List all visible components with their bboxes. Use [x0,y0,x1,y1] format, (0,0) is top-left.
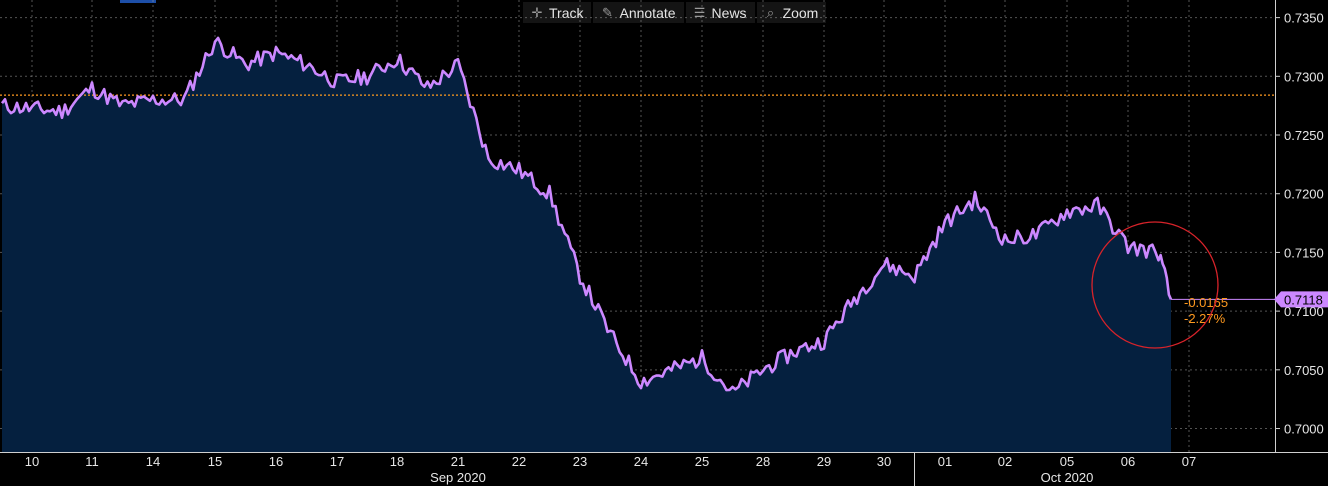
x-tick-label: 01 [938,454,952,469]
top-accent-bar [120,0,156,3]
change-percent-label: -2.27% [1184,311,1226,326]
x-tick-label: 02 [998,454,1012,469]
zoom-button[interactable]: ⌕ Zoom [756,2,827,23]
annotate-label: Annotate [619,4,676,21]
annotation-circle [1091,221,1219,349]
x-tick-label: 21 [451,454,465,469]
y-tick-label: 0.7050 [1284,363,1324,378]
x-tick-label: 23 [573,454,587,469]
y-tick-label: 0.7000 [1284,422,1324,437]
y-tick-label: 0.7150 [1284,245,1324,260]
x-tick-label: 30 [877,454,891,469]
x-tick-label: 18 [390,454,404,469]
x-tick-label: 07 [1182,454,1196,469]
track-label: Track [549,4,584,21]
news-icon: ☰ [693,4,706,20]
last-value-label: 0.7118 [1284,292,1323,307]
y-tick-label: 0.7200 [1284,187,1324,202]
y-tick-label: 0.7300 [1284,69,1324,84]
crosshair-icon: ✛ [531,4,543,20]
x-tick-label: 14 [146,454,160,469]
x-tick-label: 25 [695,454,709,469]
x-tick-label: 05 [1060,454,1074,469]
y-tick-label: 0.7100 [1284,304,1324,319]
last-value-tag [1274,291,1328,308]
magnifier-icon: ⌕ [766,4,775,20]
y-tick-label: 0.7250 [1284,128,1324,143]
x-tick-label: 24 [634,454,648,469]
news-label: News [711,4,747,21]
y-tick-label: 0.7350 [1284,11,1324,26]
x-tick-label: 06 [1121,454,1135,469]
x-tick-label: 15 [208,454,222,469]
change-value-label: -0.0165 [1184,295,1228,310]
series-line [0,36,1173,392]
x-tick-label: 29 [817,454,831,469]
pencil-icon: ✎ [602,4,613,20]
news-button[interactable]: ☰ News [685,2,755,23]
price-area-fill [2,37,1171,453]
x-tick-label: 16 [269,454,283,469]
x-month-label: Oct 2020 [1041,470,1094,485]
zoom-label: Zoom [782,4,819,21]
x-tick-label: 22 [512,454,526,469]
x-month-label: Sep 2020 [430,470,486,485]
x-tick-label: 10 [25,454,39,469]
x-tick-label: 17 [330,454,344,469]
x-tick-label: 11 [85,454,99,469]
x-tick-label: 28 [756,454,770,469]
